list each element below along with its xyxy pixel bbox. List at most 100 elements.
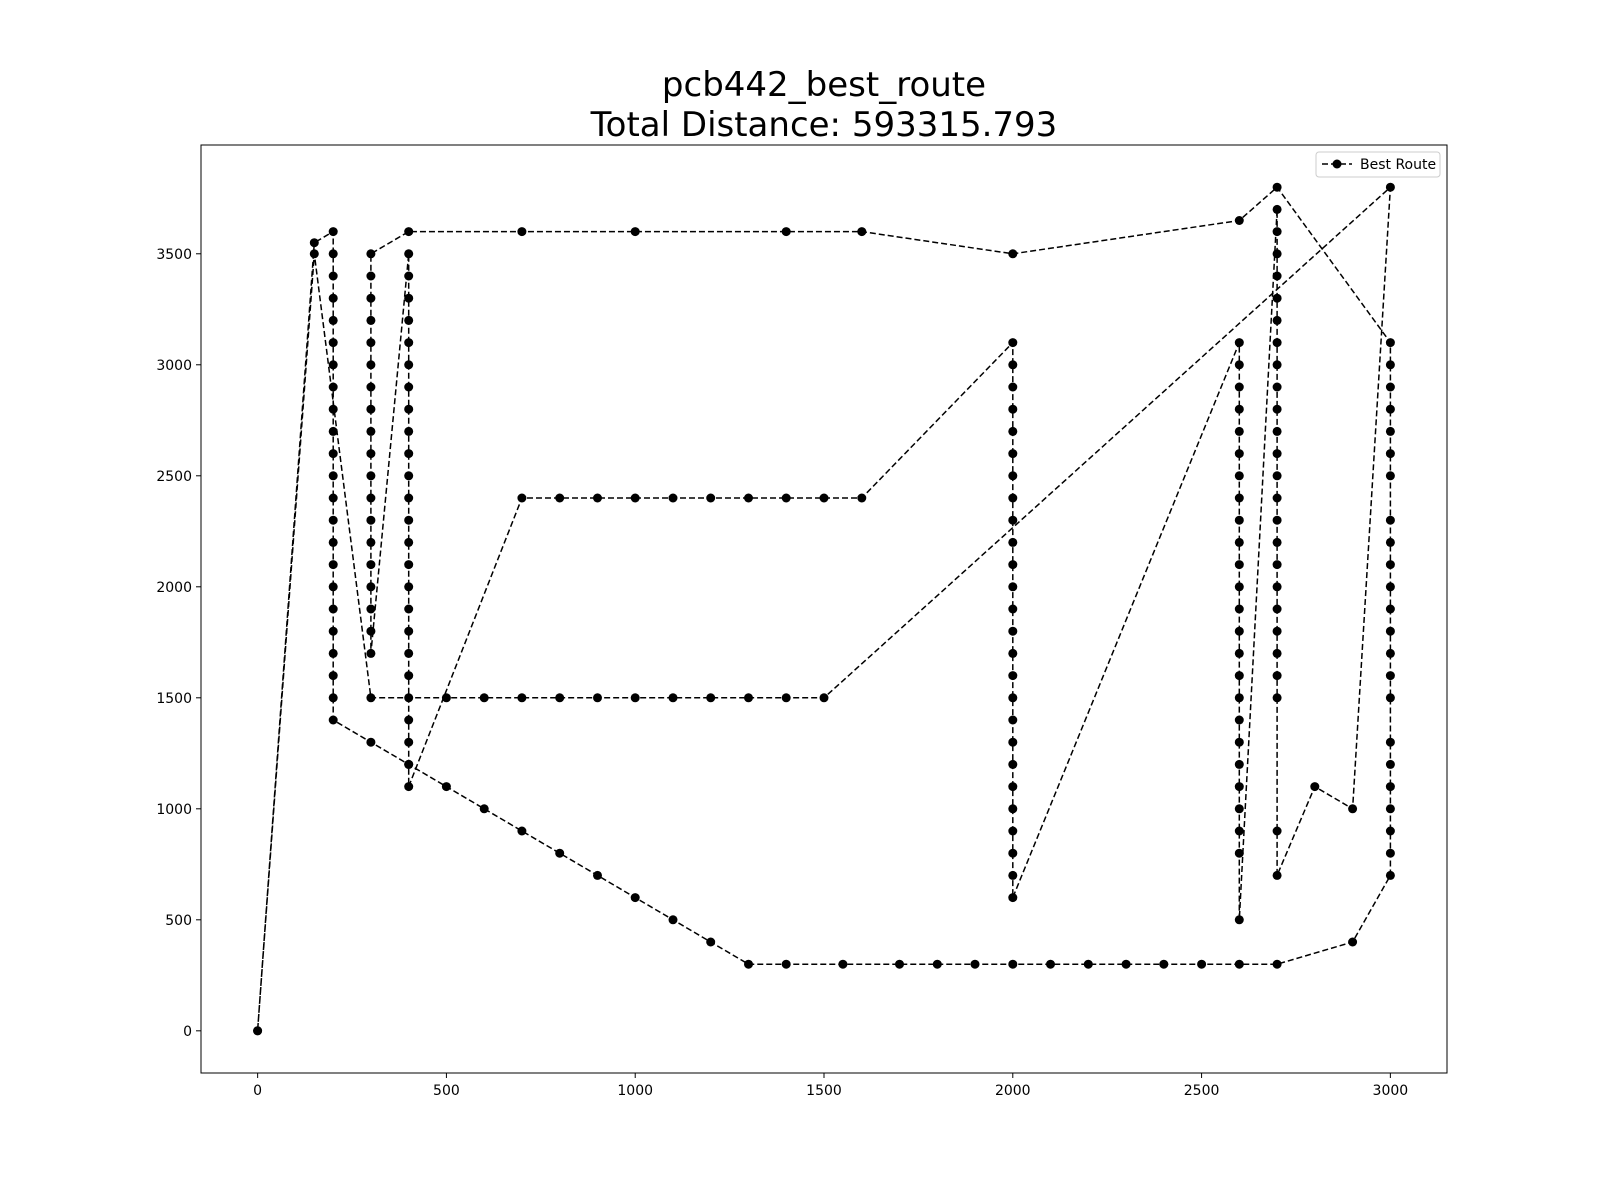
route-point — [668, 693, 678, 703]
route-point — [1234, 648, 1244, 658]
route-point — [1197, 959, 1207, 969]
route-point — [404, 782, 414, 792]
route-point — [857, 493, 867, 503]
route-point — [366, 404, 376, 414]
route-point — [1008, 426, 1018, 436]
x-axis: 0 500 1000 1500 2000 2500 3000 — [253, 1073, 1408, 1099]
route-point — [404, 449, 414, 459]
route-point — [1234, 382, 1244, 392]
route-point — [1272, 360, 1282, 370]
route-point — [593, 493, 602, 503]
route-point — [1234, 915, 1244, 925]
y-tick-label: 500 — [165, 913, 192, 929]
route-point — [366, 604, 376, 614]
route-point — [838, 959, 848, 969]
route-point — [328, 227, 338, 237]
y-tick-label: 2500 — [156, 469, 192, 485]
route-point — [1385, 693, 1395, 703]
route-point — [1272, 493, 1282, 503]
route-point — [1008, 515, 1018, 525]
route-point — [1234, 426, 1244, 436]
route-point — [630, 693, 640, 703]
route-point — [1234, 493, 1244, 503]
route-point — [1385, 848, 1395, 858]
route-point — [404, 582, 414, 592]
route-point — [857, 227, 867, 237]
route-point — [404, 515, 414, 525]
route-point — [404, 426, 414, 436]
route-point — [1385, 737, 1395, 747]
route-point — [404, 759, 414, 769]
route-point — [1234, 471, 1244, 481]
legend-box — [1315, 151, 1441, 178]
route-point — [404, 271, 414, 281]
route-point — [1008, 782, 1018, 792]
route-point — [404, 293, 414, 303]
route-point — [328, 626, 338, 636]
route-point — [1385, 671, 1395, 681]
route-point — [366, 249, 376, 259]
route-point — [744, 959, 753, 969]
route-point — [1008, 626, 1018, 636]
route-point — [309, 249, 319, 259]
route-point — [1272, 959, 1282, 969]
route-point — [1234, 715, 1244, 725]
route-point — [1385, 826, 1395, 836]
route-point — [1008, 804, 1018, 814]
route-point — [328, 604, 338, 614]
route-point — [328, 293, 338, 303]
route-point — [1008, 870, 1018, 880]
route-point — [328, 338, 338, 348]
route-point — [781, 693, 791, 703]
route-point — [253, 1026, 263, 1036]
legend: Best Route — [1315, 151, 1441, 178]
route-point — [1234, 604, 1244, 614]
chart-title-line-1: pcb442_best_route — [662, 65, 986, 105]
route-point — [1234, 693, 1244, 703]
route-point — [404, 471, 414, 481]
route-point — [1272, 582, 1282, 592]
route-point — [1234, 515, 1244, 525]
route-point — [404, 382, 414, 392]
route-point — [366, 582, 376, 592]
route-point — [366, 382, 376, 392]
route-point — [328, 271, 338, 281]
route-point — [328, 471, 338, 481]
route-point — [1385, 759, 1395, 769]
route-point — [1272, 471, 1282, 481]
route-point — [630, 493, 640, 503]
route-point — [668, 493, 678, 503]
route-point — [1008, 826, 1018, 836]
route-point — [366, 293, 376, 303]
route-point — [1272, 537, 1282, 547]
route-point — [404, 404, 414, 414]
route-point — [1272, 404, 1282, 414]
route-point — [1234, 759, 1244, 769]
route-point — [1121, 959, 1131, 969]
route-point — [328, 404, 338, 414]
legend-label-best-route: Best Route — [1360, 157, 1436, 173]
route-point — [1234, 338, 1244, 348]
route-point — [555, 693, 565, 703]
route-point — [1234, 626, 1244, 636]
route-point — [1008, 537, 1018, 547]
route-point — [404, 249, 414, 259]
route-point — [1008, 493, 1018, 503]
route-point — [404, 493, 414, 503]
route-point — [895, 959, 904, 969]
route-point — [1272, 826, 1282, 836]
route-point — [1008, 404, 1018, 414]
route-point — [1272, 648, 1282, 658]
route-point — [706, 937, 716, 947]
route-point — [1272, 204, 1282, 214]
y-tick-label: 1500 — [156, 691, 192, 707]
route-point — [441, 782, 451, 792]
route-point — [1234, 848, 1244, 858]
route-point — [1008, 693, 1018, 703]
route-point — [1272, 271, 1282, 281]
route-point — [366, 493, 376, 503]
route-point — [328, 648, 338, 658]
route-point — [1385, 515, 1395, 525]
route-point — [1385, 782, 1395, 792]
